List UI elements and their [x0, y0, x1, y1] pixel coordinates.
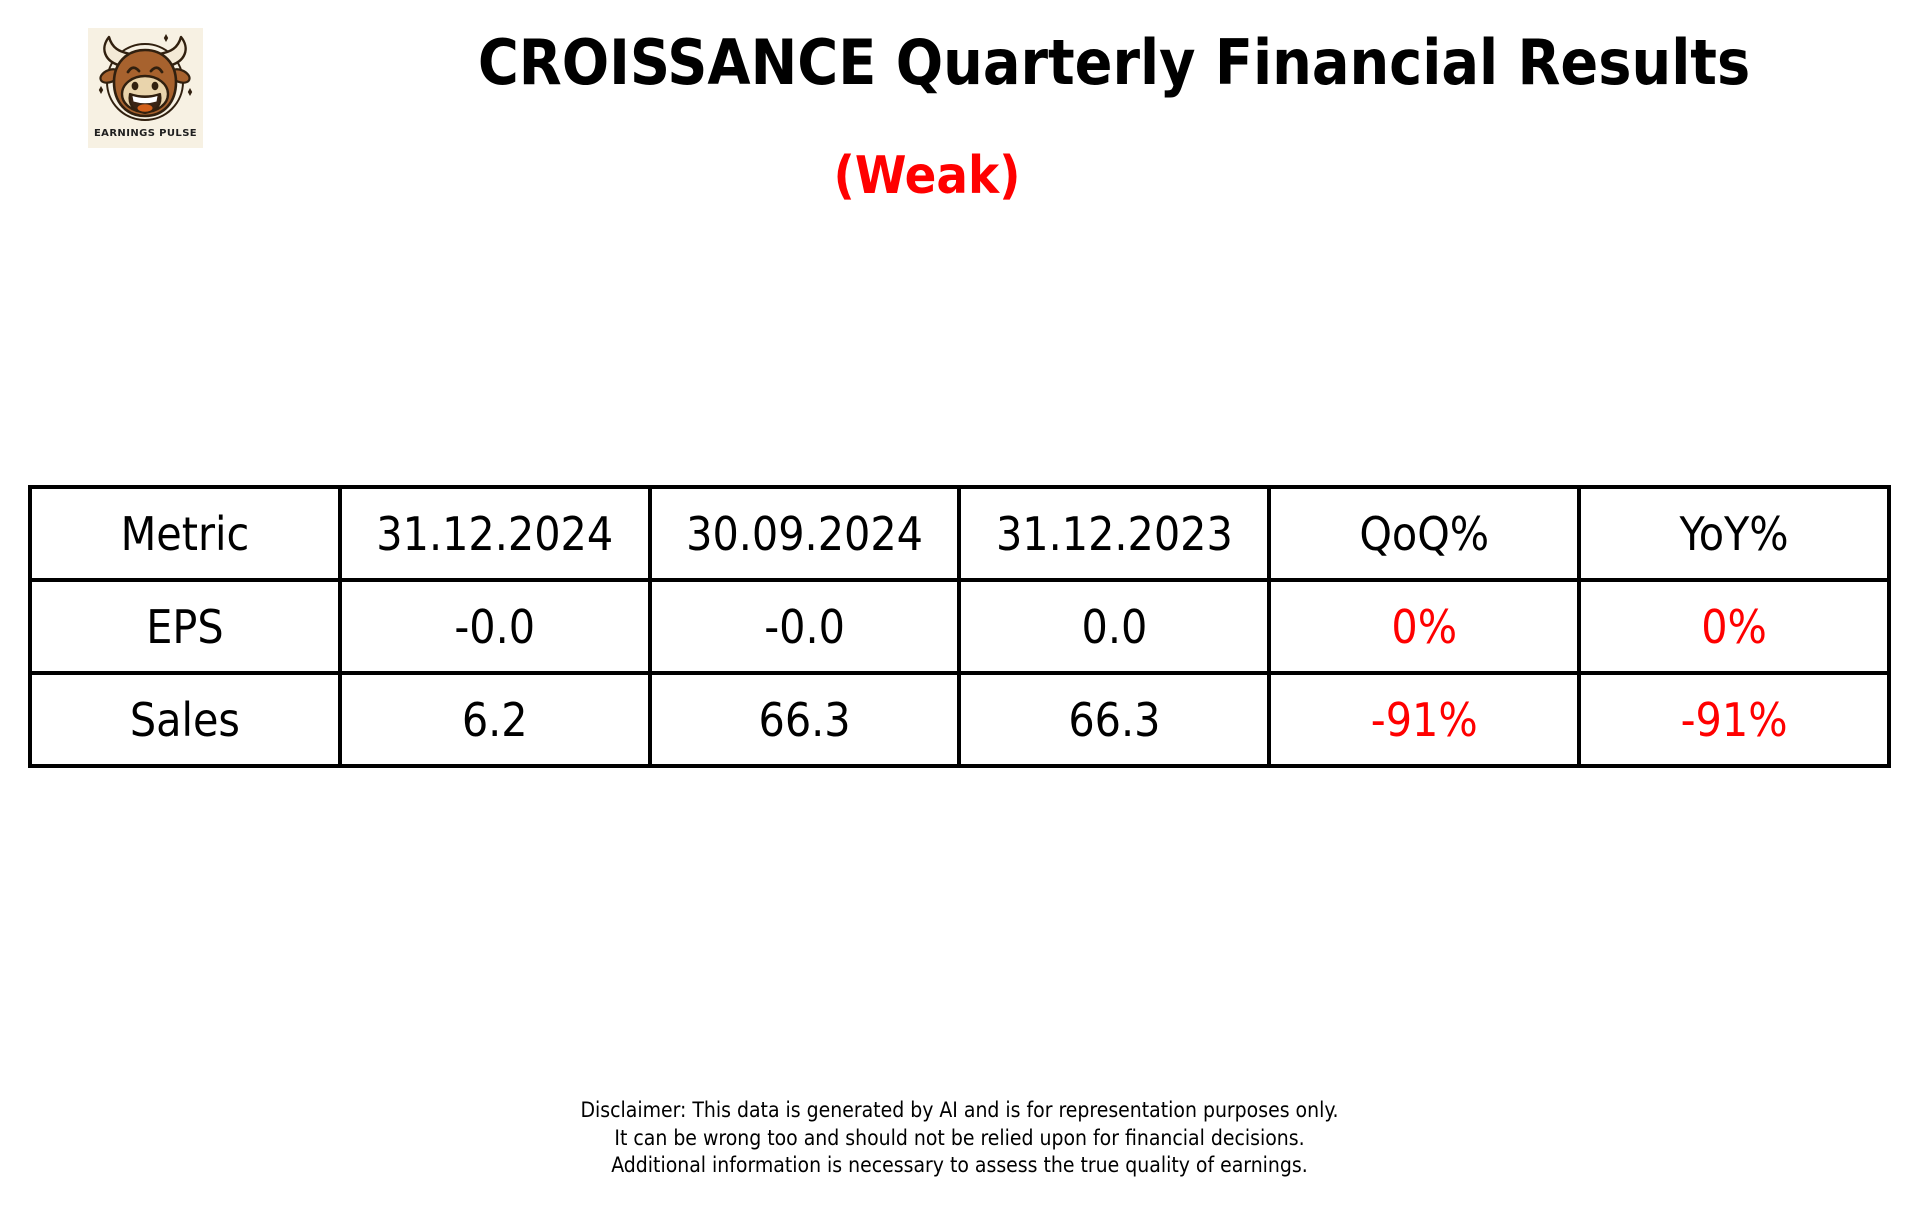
table-row-eps: EPS -0.0 -0.0 0.0 0% 0%: [28, 578, 1891, 675]
disclaimer-line-1: Disclaimer: This data is generated by AI…: [580, 1098, 1339, 1122]
col-header-metric: Metric: [28, 485, 342, 582]
sales-qoq-change: -91%: [1267, 671, 1582, 768]
sales-value-previous: 66.3: [647, 671, 962, 768]
sales-value-yearago: 66.3: [957, 671, 1272, 768]
col-header-q-current: 31.12.2024: [337, 485, 652, 582]
eps-yoy-change: 0%: [1577, 578, 1891, 675]
sales-value-current: 6.2: [337, 671, 652, 768]
sales-metric-label: Sales: [28, 671, 342, 768]
eps-value-previous: -0.0: [647, 578, 962, 675]
eps-metric-label: EPS: [28, 578, 342, 675]
table-row-sales: Sales 6.2 66.3 66.3 -91% -91%: [28, 671, 1891, 768]
financials-table: Metric 31.12.2024 30.09.2024 31.12.2023 …: [28, 485, 1891, 768]
disclaimer: Disclaimer: This data is generated by AI…: [0, 1097, 1919, 1180]
col-header-qoq: QoQ%: [1267, 485, 1582, 582]
eps-value-current: -0.0: [337, 578, 652, 675]
earnings-pulse-logo: EARNINGS PULSE: [88, 28, 203, 148]
logo-caption: EARNINGS PULSE: [93, 128, 198, 139]
eps-value-yearago: 0.0: [957, 578, 1272, 675]
col-header-q-yearago: 31.12.2023: [957, 485, 1272, 582]
disclaimer-line-3: Additional information is necessary to a…: [611, 1153, 1308, 1177]
page-title: CROISSANCE Quarterly Financial Results: [477, 26, 1751, 99]
col-header-q-previous: 30.09.2024: [647, 485, 962, 582]
disclaimer-line-2: It can be wrong too and should not be re…: [614, 1125, 1305, 1150]
eps-qoq-change: 0%: [1267, 578, 1582, 675]
verdict-subtitle: (Weak): [833, 146, 1021, 206]
col-header-yoy: YoY%: [1577, 485, 1891, 582]
table-header-row: Metric 31.12.2024 30.09.2024 31.12.2023 …: [28, 485, 1891, 582]
sales-yoy-change: -91%: [1577, 671, 1891, 768]
bull-logo-icon: [98, 34, 193, 121]
